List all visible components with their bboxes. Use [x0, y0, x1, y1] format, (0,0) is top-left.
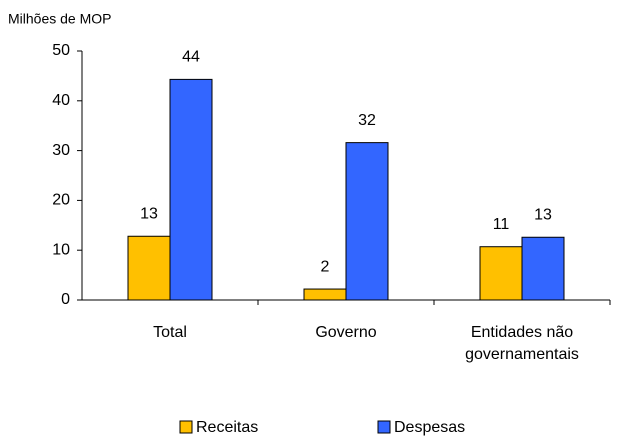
y-tick-label: 50 — [52, 42, 70, 59]
data-label: 13 — [534, 206, 552, 223]
data-label: 13 — [140, 205, 158, 222]
bar — [303, 288, 347, 301]
x-tick-label: Entidades não governamentais — [465, 324, 579, 363]
bar — [345, 142, 389, 301]
bar — [521, 236, 565, 301]
y-tick-label: 0 — [61, 291, 70, 308]
legend-label: Receitas — [196, 419, 258, 436]
data-label: 32 — [358, 112, 376, 129]
data-label: 44 — [182, 49, 200, 66]
x-tick-label: Total — [153, 324, 187, 341]
bar — [479, 246, 523, 301]
y-tick-label: 40 — [52, 92, 70, 109]
bar — [169, 78, 213, 301]
y-tick-label: 20 — [52, 192, 70, 209]
x-tick-label: Governo — [315, 324, 377, 341]
y-tick-label: 30 — [52, 142, 70, 159]
y-axis-label: Milhões de MOP — [8, 11, 111, 27]
y-tick-label: 10 — [52, 241, 70, 258]
data-label: 2 — [321, 258, 330, 275]
data-label: 11 — [493, 216, 510, 233]
bar — [127, 235, 171, 301]
legend-label: Despesas — [394, 419, 465, 436]
legend-swatch — [179, 420, 193, 434]
legend-swatch — [377, 420, 391, 434]
